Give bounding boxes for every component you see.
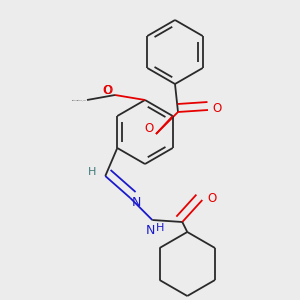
Text: O: O bbox=[208, 191, 217, 205]
Text: O: O bbox=[212, 103, 222, 116]
Text: N: N bbox=[146, 224, 155, 236]
Text: O: O bbox=[144, 122, 154, 136]
Text: N: N bbox=[132, 196, 141, 208]
Text: methoxy_ch3: methoxy_ch3 bbox=[77, 99, 87, 101]
Text: O: O bbox=[102, 85, 112, 98]
Text: O: O bbox=[103, 83, 112, 97]
Text: H: H bbox=[88, 167, 97, 177]
Text: H: H bbox=[156, 223, 164, 233]
Text: methoxy: methoxy bbox=[72, 99, 78, 101]
